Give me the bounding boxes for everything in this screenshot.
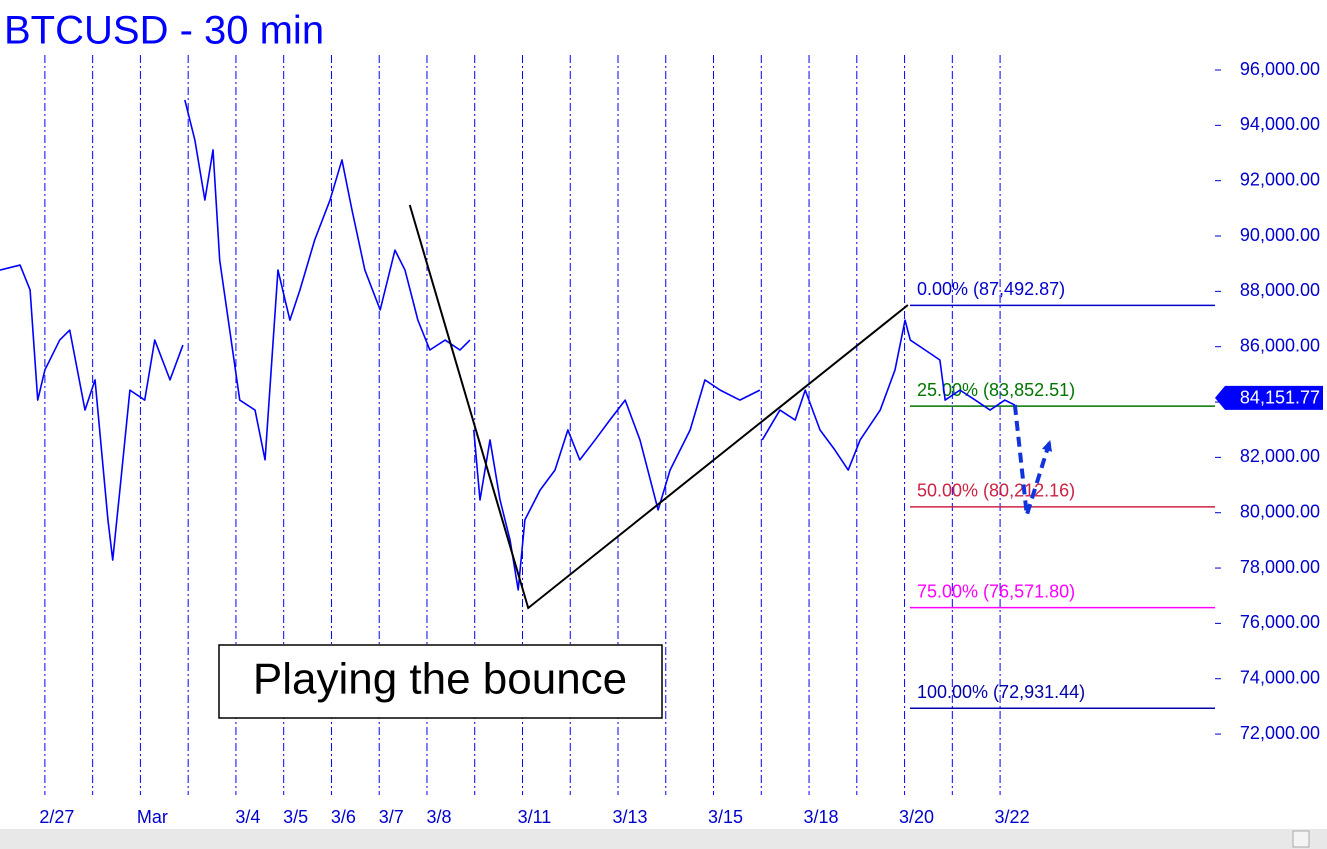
level-label: 50.00% (80,212.16) [917, 481, 1075, 501]
y-tick-label: 94,000.00 [1240, 114, 1320, 134]
x-tick-label: 3/8 [426, 807, 451, 827]
annotation: Playing the bounce [253, 655, 627, 704]
y-tick-label: 86,000.00 [1240, 335, 1320, 355]
x-tick-label: 2/27 [39, 807, 74, 827]
forecast-path [1012, 404, 1053, 516]
last-price-label: 84,151.77 [1240, 388, 1320, 408]
x-tick-label: 3/18 [804, 807, 839, 827]
y-tick-label: 78,000.00 [1240, 557, 1320, 577]
last-price-tag [1215, 385, 1323, 410]
y-tick-label: 74,000.00 [1240, 667, 1320, 687]
y-tick-label: 90,000.00 [1240, 225, 1320, 245]
y-tick-label: 76,000.00 [1240, 612, 1320, 632]
x-tick-label: 3/22 [995, 807, 1030, 827]
price-line [0, 264, 184, 561]
y-tick-label: 80,000.00 [1240, 501, 1320, 521]
price-line [761, 319, 1016, 471]
x-tick-label: 3/11 [518, 807, 552, 827]
price-line [472, 379, 761, 591]
x-tick-label: Mar [137, 807, 168, 827]
level-label: 25.00% (83,852.51) [917, 380, 1075, 400]
annotation-box [218, 644, 663, 719]
x-tick-label: 3/13 [612, 807, 647, 827]
trendline [408, 204, 909, 610]
chart-title: BTCUSD - 30 min [4, 9, 324, 53]
y-tick-label: 96,000.00 [1240, 59, 1320, 79]
price-line [184, 99, 471, 461]
level-label: 0.00% (87,492.87) [917, 279, 1065, 299]
x-tick-label: 3/5 [283, 807, 308, 827]
y-tick-label: 82,000.00 [1240, 446, 1320, 466]
x-tick-label: 3/20 [899, 807, 934, 827]
y-tick-label: 72,000.00 [1240, 723, 1320, 743]
level-label: 75.00% (76,571.80) [917, 581, 1075, 601]
x-tick-label: 3/15 [708, 807, 743, 827]
y-tick-label: 92,000.00 [1240, 169, 1320, 189]
forecast-arrowhead [1042, 439, 1052, 452]
scroll-button[interactable] [1292, 830, 1310, 848]
level-label: 100.00% (72,931.44) [917, 682, 1085, 702]
x-tick-label: 3/6 [331, 807, 356, 827]
x-tick-label: 3/7 [379, 807, 404, 827]
y-tick-label: 88,000.00 [1240, 280, 1320, 300]
scrollbar[interactable] [0, 829, 1327, 849]
x-tick-label: 3/4 [235, 807, 260, 827]
